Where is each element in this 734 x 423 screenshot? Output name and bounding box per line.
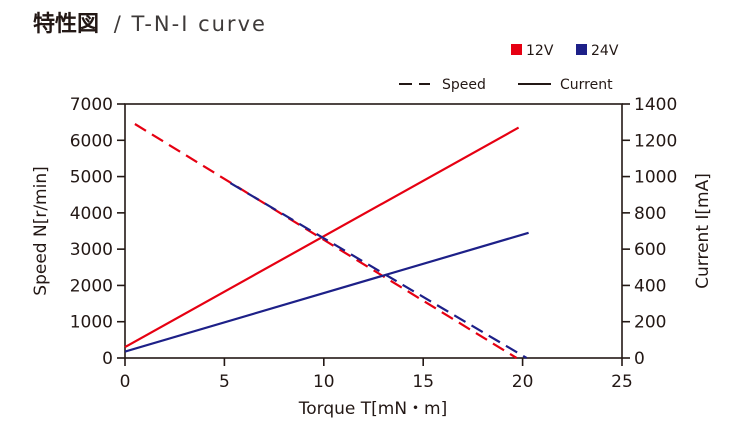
right-tick-label: 1000 [634,168,677,188]
right-tick-label: 1200 [634,131,677,151]
legend: 12V 24V Speed Current [399,43,619,93]
left-tick-label: 3000 [70,240,113,260]
left-tick-label: 0 [102,349,113,369]
legend-label-12v: 12V [526,43,554,59]
y2-axis-title: Current I[mA] [693,173,713,289]
right-tick-label: 800 [634,204,666,224]
plot-frame [124,103,623,359]
bottom-tick-label: 5 [219,372,230,392]
series-12v [124,123,520,359]
legend-label-24v: 24V [591,43,619,59]
bottom-tick-label: 0 [120,372,131,392]
title-english: / T-N-I curve [105,12,267,36]
legend-label-current: Current [560,77,613,93]
bottom-tick-label: 25 [611,372,633,392]
left-tick-label: 5000 [70,168,113,188]
series-24v [124,182,529,359]
bottom-tick-label: 20 [512,372,534,392]
left-tick-label: 2000 [70,276,113,296]
speed-line-12v [134,123,518,359]
chart-title: 特性図 / T-N-I curve [33,11,267,37]
left-tick-label: 4000 [70,204,113,224]
left-tick-label: 7000 [70,95,113,115]
bottom-tick-label: 10 [313,372,335,392]
right-tick-label: 0 [634,349,645,369]
legend-swatch-24v [576,44,587,55]
legend-label-speed: Speed [442,77,486,93]
left-y-axis: 0 1000 2000 3000 4000 5000 6000 7000 [70,95,125,369]
y-axis-title: Speed N[r/min] [31,166,51,295]
plot-lines [124,123,529,359]
title-japanese: 特性図 [33,11,99,37]
right-tick-label: 1400 [634,95,677,115]
legend-swatch-12v [511,44,522,55]
right-y-axis: 0 200 400 600 800 1000 1200 1400 [622,95,677,369]
right-tick-label: 600 [634,240,666,260]
right-tick-label: 400 [634,276,666,296]
speed-line-24v [229,182,528,359]
current-line-24v [124,231,529,353]
bottom-tick-label: 15 [412,372,434,392]
x-axis-title: Torque T[mN・m] [298,399,448,419]
left-tick-label: 6000 [70,131,113,151]
right-tick-label: 200 [634,313,666,333]
x-axis: 0 5 10 15 20 25 [120,358,633,392]
left-tick-label: 1000 [70,313,113,333]
